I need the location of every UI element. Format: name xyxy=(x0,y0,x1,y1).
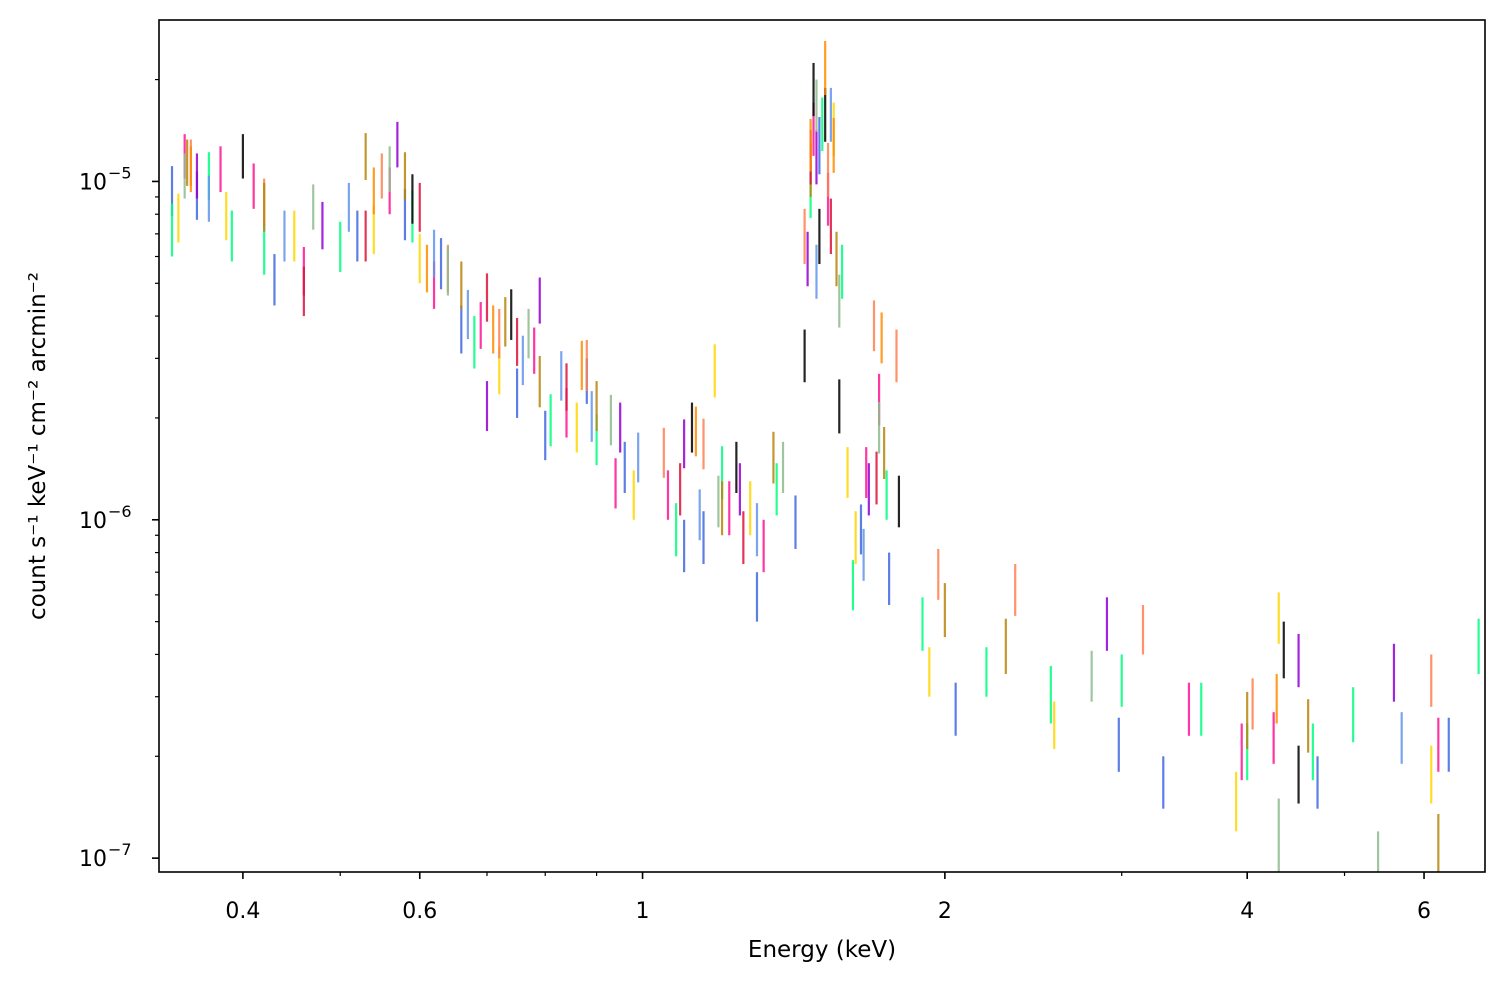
series-5 xyxy=(195,121,1396,702)
plot-frame xyxy=(158,19,1486,873)
x-tick-label: 2 xyxy=(938,899,952,924)
series-2 xyxy=(170,97,1480,781)
x-axis: 0.4 0.6 1 2 4 6 xyxy=(225,872,1431,924)
x-tick-label: 1 xyxy=(636,899,650,924)
y-axis: 10−710−610−5 xyxy=(79,78,159,872)
y-tick-exponent: −5 xyxy=(108,163,132,182)
x-tick-label: 0.4 xyxy=(225,899,260,924)
series-8 xyxy=(183,79,1380,872)
x-tick-label: 4 xyxy=(1240,899,1254,924)
x-tick-label: 0.6 xyxy=(402,899,437,924)
series-1 xyxy=(183,102,1440,781)
y-tick-label: 10 xyxy=(79,509,107,534)
series-10 xyxy=(207,87,1403,764)
series-3 xyxy=(177,102,1433,832)
series-7 xyxy=(241,62,1300,804)
y-tick-label: 10 xyxy=(79,170,107,195)
y-tick-label: 10 xyxy=(79,847,107,872)
x-tick-label: 6 xyxy=(1417,899,1431,924)
series-layer xyxy=(170,41,1480,872)
series-9 xyxy=(302,129,878,565)
y-tick-exponent: −6 xyxy=(108,502,132,521)
y-tick-exponent: −7 xyxy=(108,840,132,859)
series-0 xyxy=(170,117,1450,809)
plot-area xyxy=(158,19,1486,873)
y-axis-label: count s⁻¹ keV⁻¹ cm⁻² arcmin⁻² xyxy=(25,272,51,620)
series-11 xyxy=(189,41,1278,724)
x-axis-label: Energy (keV) xyxy=(748,937,896,963)
series-4 xyxy=(189,139,1433,730)
